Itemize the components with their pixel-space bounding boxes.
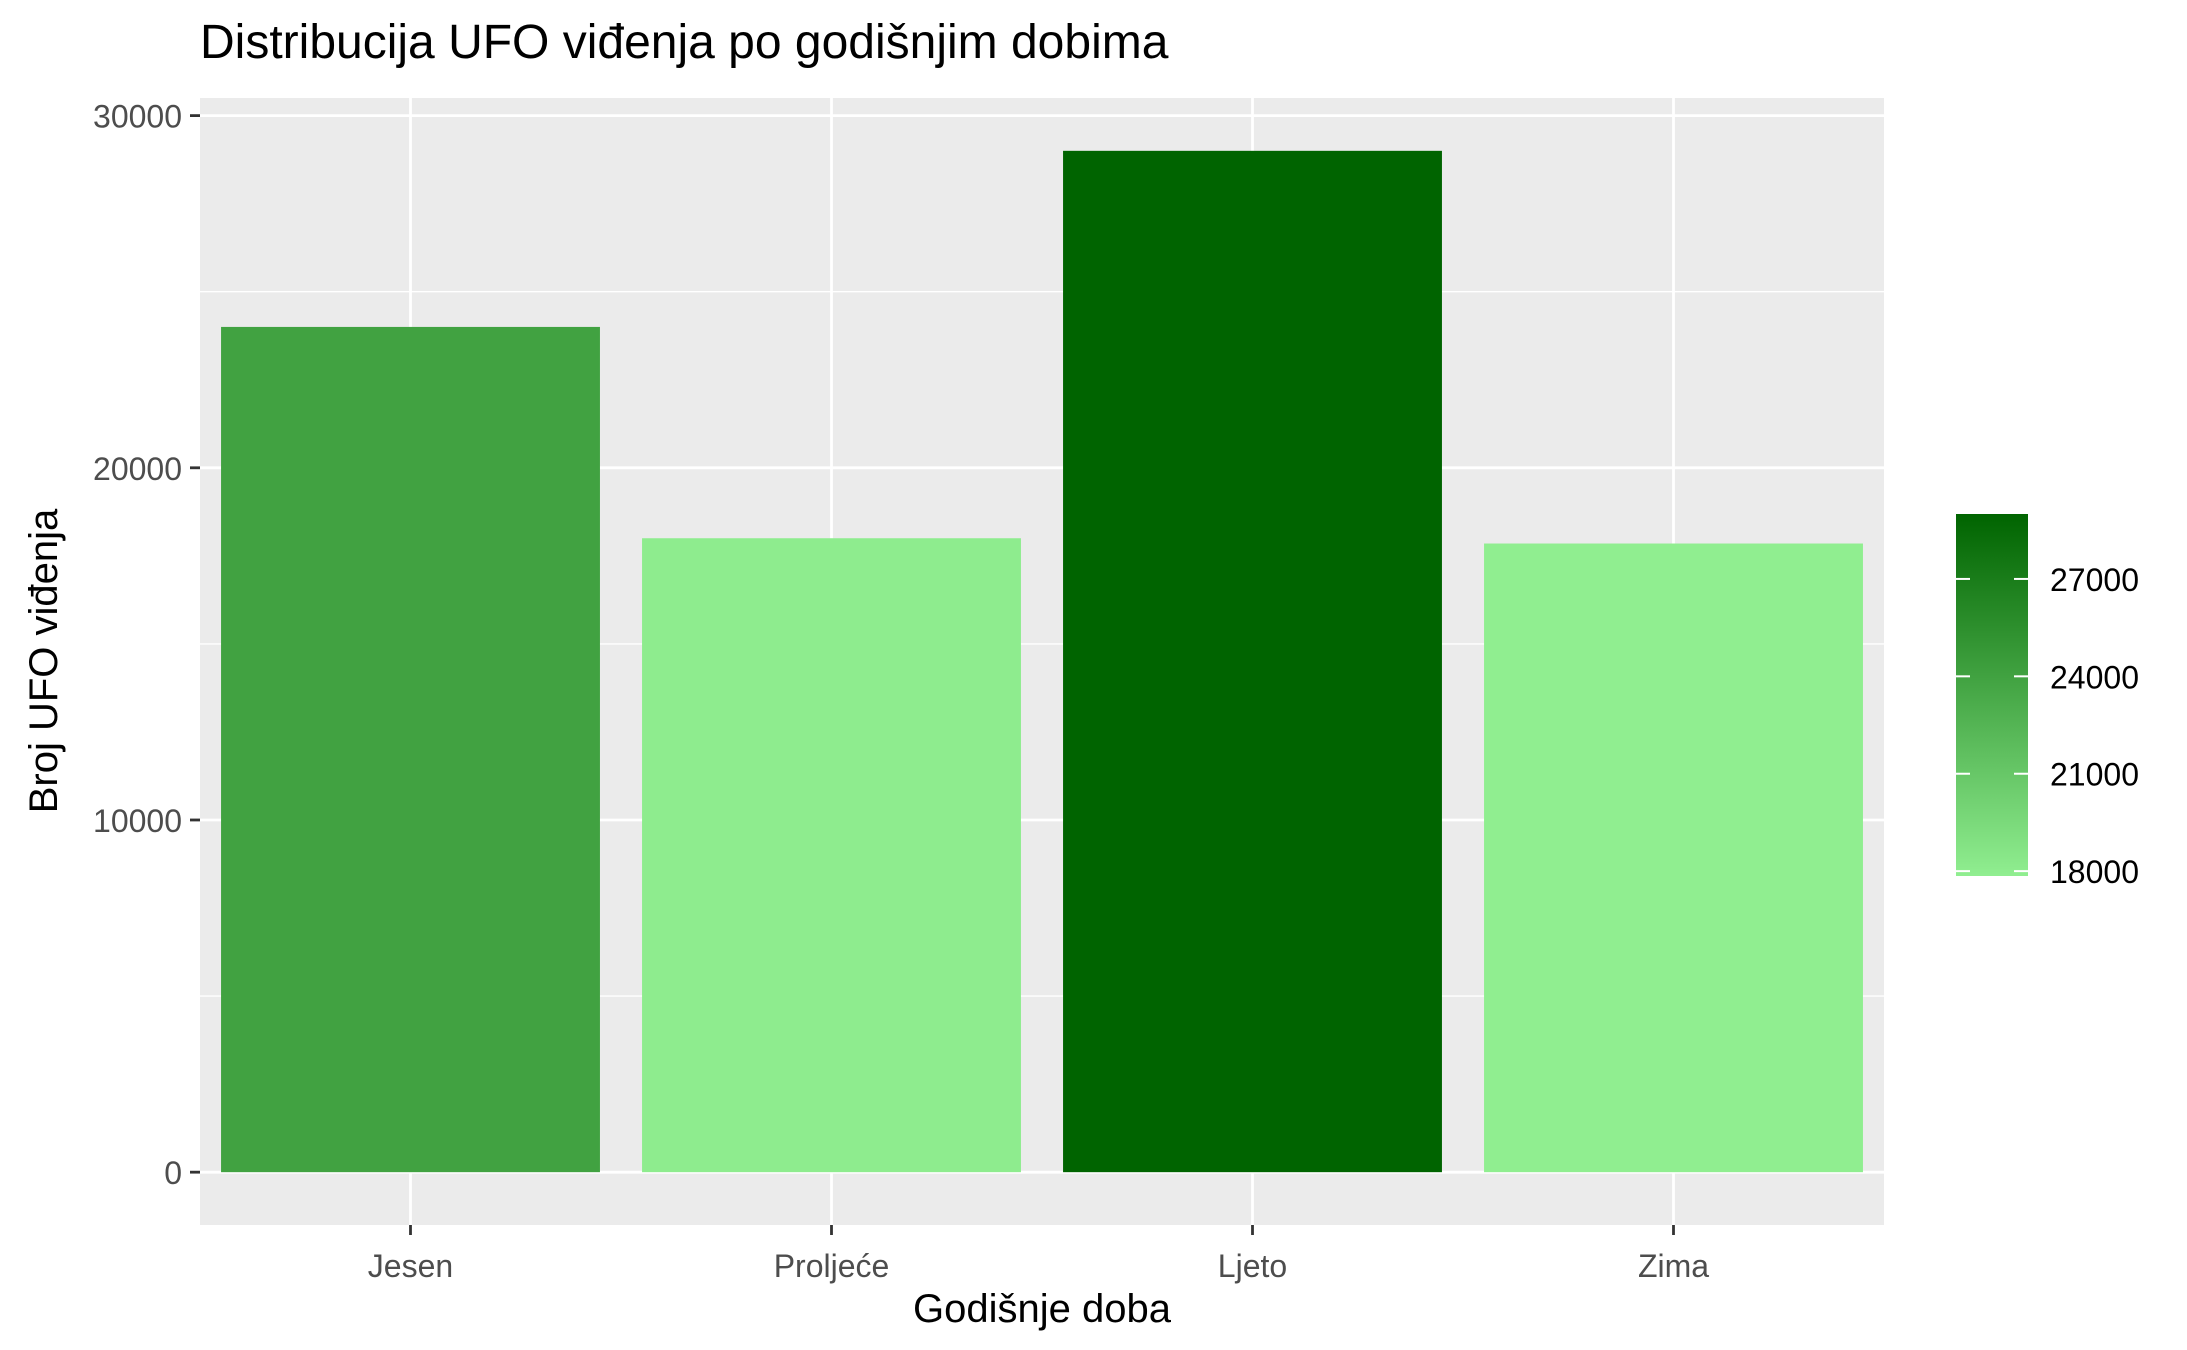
y-tick-label: 30000 xyxy=(93,99,182,135)
x-axis-title: Godišnje doba xyxy=(913,1287,1172,1331)
x-tick-label: Ljeto xyxy=(1218,1248,1287,1284)
bar-proljeće xyxy=(642,538,1021,1173)
y-tick-label: 10000 xyxy=(93,803,182,839)
chart-title: Distribucija UFO viđenja po godišnjim do… xyxy=(200,16,1169,69)
x-tick-label: Zima xyxy=(1638,1248,1709,1284)
x-tick-label: Jesen xyxy=(368,1248,453,1284)
y-tick-label: 0 xyxy=(164,1155,182,1191)
y-axis-title: Broj UFO viđenja xyxy=(22,508,66,813)
colorbar-tick-label: 21000 xyxy=(2050,757,2139,793)
y-tick-label: 20000 xyxy=(93,451,182,487)
y-axis: 0 10000 20000 30000 xyxy=(93,99,200,1191)
bar-jesen xyxy=(221,326,600,1173)
colorbar-tick-label: 27000 xyxy=(2050,562,2139,598)
color-legend: 18000 21000 24000 27000 xyxy=(1956,514,2139,890)
colorbar-tick-label: 18000 xyxy=(2050,854,2139,890)
x-axis: Jesen Proljeće Ljeto Zima xyxy=(368,1225,1709,1284)
colorbar-tick-label: 24000 xyxy=(2050,659,2139,695)
bars xyxy=(221,150,1863,1173)
bar-zima xyxy=(1484,543,1863,1173)
colorbar xyxy=(1956,514,2028,876)
x-tick-label: Proljeće xyxy=(774,1248,890,1284)
bar-ljeto xyxy=(1063,150,1442,1173)
colorbar-ticks: 18000 21000 24000 27000 xyxy=(1956,562,2139,890)
